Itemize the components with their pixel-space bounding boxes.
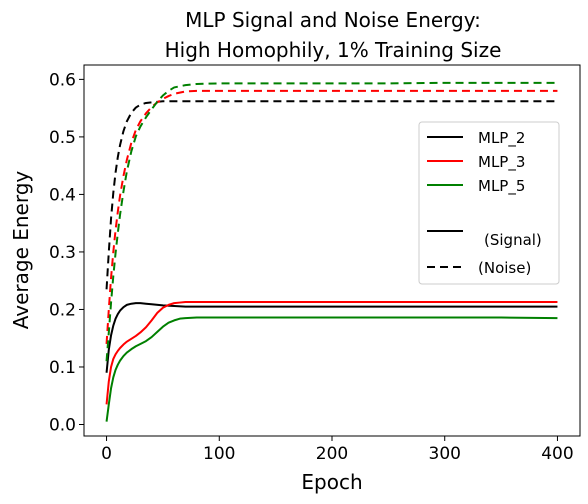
y-tick-label: 0.1 bbox=[49, 358, 76, 378]
plot-frame bbox=[83, 64, 581, 437]
series-line-mlp-3-noise bbox=[105, 89, 558, 345]
series-line-mlp-3-signal bbox=[105, 300, 558, 405]
y-axis-label: Average Energy bbox=[9, 171, 33, 330]
x-tick-label: 100 bbox=[203, 444, 235, 464]
y-tick-label: 0.3 bbox=[49, 243, 76, 263]
legend-label-mlp-2: MLP_2 bbox=[478, 129, 525, 148]
y-tick-label: 0.4 bbox=[49, 185, 76, 205]
y-tick-label: 0.5 bbox=[49, 128, 76, 148]
legend-box bbox=[418, 121, 560, 285]
y-tick-label: 0.0 bbox=[49, 415, 76, 435]
series-line-mlp-5-signal bbox=[105, 316, 558, 422]
legend-label-mlp-3: MLP_3 bbox=[478, 153, 525, 172]
x-tick-label: 400 bbox=[541, 444, 573, 464]
series-line-mlp-5-noise bbox=[105, 81, 558, 362]
chart-title-line1: MLP Signal and Noise Energy: bbox=[185, 8, 481, 32]
chart-title-line2: High Homophily, 1% Training Size bbox=[165, 38, 502, 62]
y-tick-label: 0.2 bbox=[49, 300, 76, 320]
legend-label-mlp-5: MLP_5 bbox=[478, 177, 525, 196]
legend-label-noise: (Noise) bbox=[478, 259, 531, 277]
series-line-mlp-2-noise bbox=[105, 100, 558, 290]
x-tick-label: 0 bbox=[101, 444, 112, 464]
series-layer bbox=[105, 81, 558, 422]
tick-layer: 0 100 200 300 400 0.0 0.1 0.2 0.3 0.4 0.5 0.6 bbox=[49, 70, 574, 464]
x-tick-label: 300 bbox=[429, 444, 461, 464]
legend-label-signal: (Signal) bbox=[484, 231, 542, 249]
y-tick-label: 0.6 bbox=[49, 70, 76, 90]
series-line-mlp-2-signal bbox=[105, 302, 558, 373]
legend: MLP_2 MLP_3 MLP_5 (Signal) (Noise) bbox=[418, 121, 560, 285]
x-tick-label: 200 bbox=[316, 444, 348, 464]
x-axis-label: Epoch bbox=[301, 470, 362, 494]
